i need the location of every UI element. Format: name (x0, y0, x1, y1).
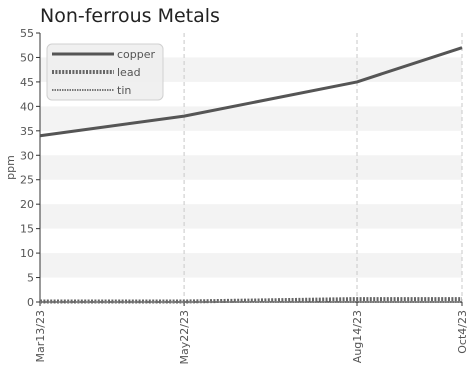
y-tick-label: 10 (20, 247, 34, 260)
y-tick-label: 15 (20, 223, 34, 236)
x-tick-label: Oct4/23 (456, 310, 469, 354)
series-line-copper (39, 46, 463, 138)
x-tick-label: Aug14/23 (351, 310, 364, 363)
grid-band (40, 204, 462, 229)
y-tick-label: 40 (20, 100, 34, 113)
grid-band (40, 155, 462, 180)
y-axis-ticks: 0 5 10 15 20 25 30 35 40 45 50 55 (20, 27, 40, 309)
legend-label-lead: lead (117, 66, 141, 79)
y-tick-label: 30 (20, 149, 34, 162)
legend-label-tin: tin (117, 84, 131, 97)
x-axis-ticks: Mar13/23 May22/23 Aug14/23 Oct4/23 (34, 302, 469, 364)
y-tick-label: 5 (27, 272, 34, 285)
x-tick-label: May22/23 (178, 310, 191, 364)
chart-title: Non-ferrous Metals (40, 5, 220, 27)
y-axis-label: ppm (4, 155, 17, 180)
y-tick-label: 20 (20, 198, 34, 211)
y-tick-label: 25 (20, 174, 34, 187)
grid-band (40, 253, 462, 278)
vertical-gridlines (183, 33, 463, 302)
series-line-lead (40, 297, 462, 304)
y-tick-label: 35 (20, 125, 34, 138)
legend: copper lead tin (46, 43, 164, 101)
y-tick-label: 55 (20, 27, 34, 40)
legend-label-copper: copper (117, 48, 156, 61)
x-tick-label: Mar13/23 (34, 310, 47, 362)
y-tick-label: 0 (27, 296, 34, 309)
y-tick-label: 45 (20, 76, 34, 89)
y-tick-label: 50 (20, 51, 34, 64)
series-lines (39, 46, 463, 304)
